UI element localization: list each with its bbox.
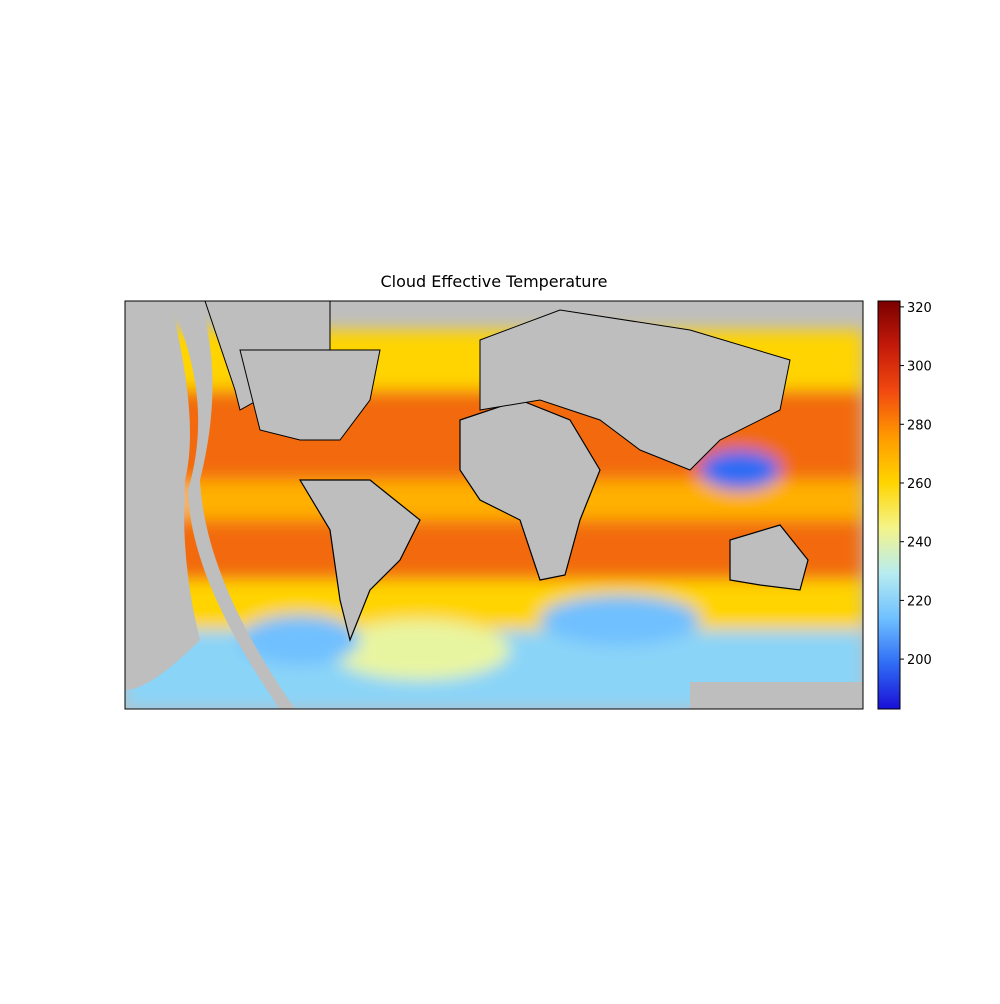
colorbar-tick-label: 320 [907,301,932,316]
colorbar-tick-label: 200 [907,653,932,668]
map [125,301,863,709]
colorbar-tick-label: 260 [907,477,932,492]
colorbar-tick-label: 240 [907,536,932,551]
colorbar-tick-label: 280 [907,418,932,433]
colorbar-tick-label: 300 [907,360,932,375]
map-frame [124,300,864,710]
colorbar [877,300,901,710]
chart-title: Cloud Effective Temperature [380,272,607,291]
colorbar-tick-label: 220 [907,594,932,609]
